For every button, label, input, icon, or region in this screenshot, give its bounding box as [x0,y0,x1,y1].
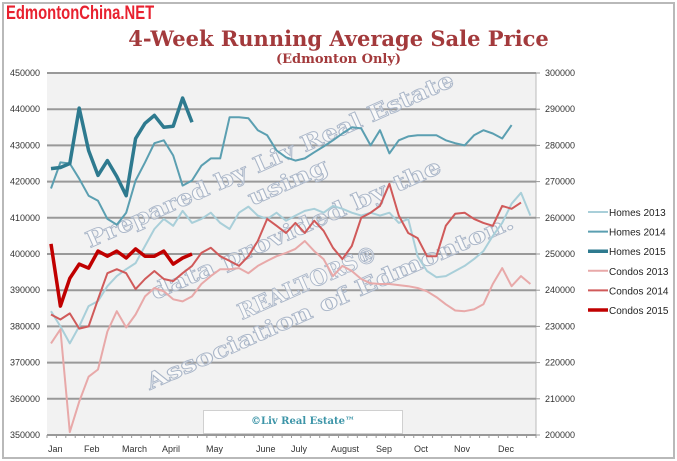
y-right-tick-label: 270000 [545,177,575,187]
y-left-tick-label: 410000 [10,213,40,223]
y-right-tick-label: 230000 [545,321,575,331]
y-left-tick-label: 360000 [10,394,40,404]
copyright-box: ©Liv Real Estate™ [203,410,403,434]
series-line-condos-2014 [50,182,522,330]
y-right-tick-label: 240000 [545,285,575,295]
x-tick-label: August [331,444,360,454]
series-line-homes-2013 [50,191,532,345]
legend-label: Homes 2013 [609,208,666,219]
y-right-tick-label: 210000 [545,394,575,404]
x-tick-label: Dec [498,444,515,454]
brand-logo-text: EdmontonChina.NET [6,3,155,24]
y-left-tick-label: 390000 [10,285,40,295]
y-right-tick-label: 300000 [545,68,575,78]
y-left-tick-label: 420000 [10,177,40,187]
x-tick-label: April [162,444,180,454]
y-left-tick-label: 370000 [10,358,40,368]
y-right-tick-label: 290000 [545,104,575,114]
y-right-tick-label: 250000 [545,249,575,259]
legend-label: Condos 2013 [609,267,669,278]
x-tick-label: March [122,444,147,454]
series-line-homes-2015 [50,96,194,198]
series-line-condos-2013 [50,240,532,434]
y-left-tick-label: 430000 [10,140,40,150]
legend-label: Condos 2015 [609,306,669,317]
chart-subtitle: (Edmonton Only) [275,52,402,67]
y-right-tick-label: 200000 [545,430,575,440]
x-tick-label: Oct [414,444,429,454]
x-tick-label: Feb [84,444,100,454]
legend-label: Homes 2014 [609,228,666,239]
y-right-tick-label: 280000 [545,140,575,150]
y-left-tick-label: 400000 [10,249,40,259]
y-left-tick-label: 440000 [10,104,40,114]
x-tick-label: Sep [376,444,392,454]
series-line-homes-2014 [50,116,513,226]
legend-label: Condos 2014 [609,286,669,297]
y-left-tick-label: 350000 [10,430,40,440]
chart-title: 4-Week Running Average Sale Price [128,26,549,51]
x-tick-label: June [256,444,276,454]
series-line-condos-2015 [49,243,193,308]
y-right-tick-label: 260000 [545,213,575,223]
x-tick-label: May [206,444,224,454]
y-right-tick-label: 220000 [545,358,575,368]
y-left-tick-label: 380000 [10,321,40,331]
x-tick-label: July [291,444,308,454]
legend-label: Homes 2015 [609,247,666,258]
x-tick-label: Jan [48,444,63,454]
x-tick-label: Nov [454,444,471,454]
y-left-tick-label: 450000 [10,68,40,78]
